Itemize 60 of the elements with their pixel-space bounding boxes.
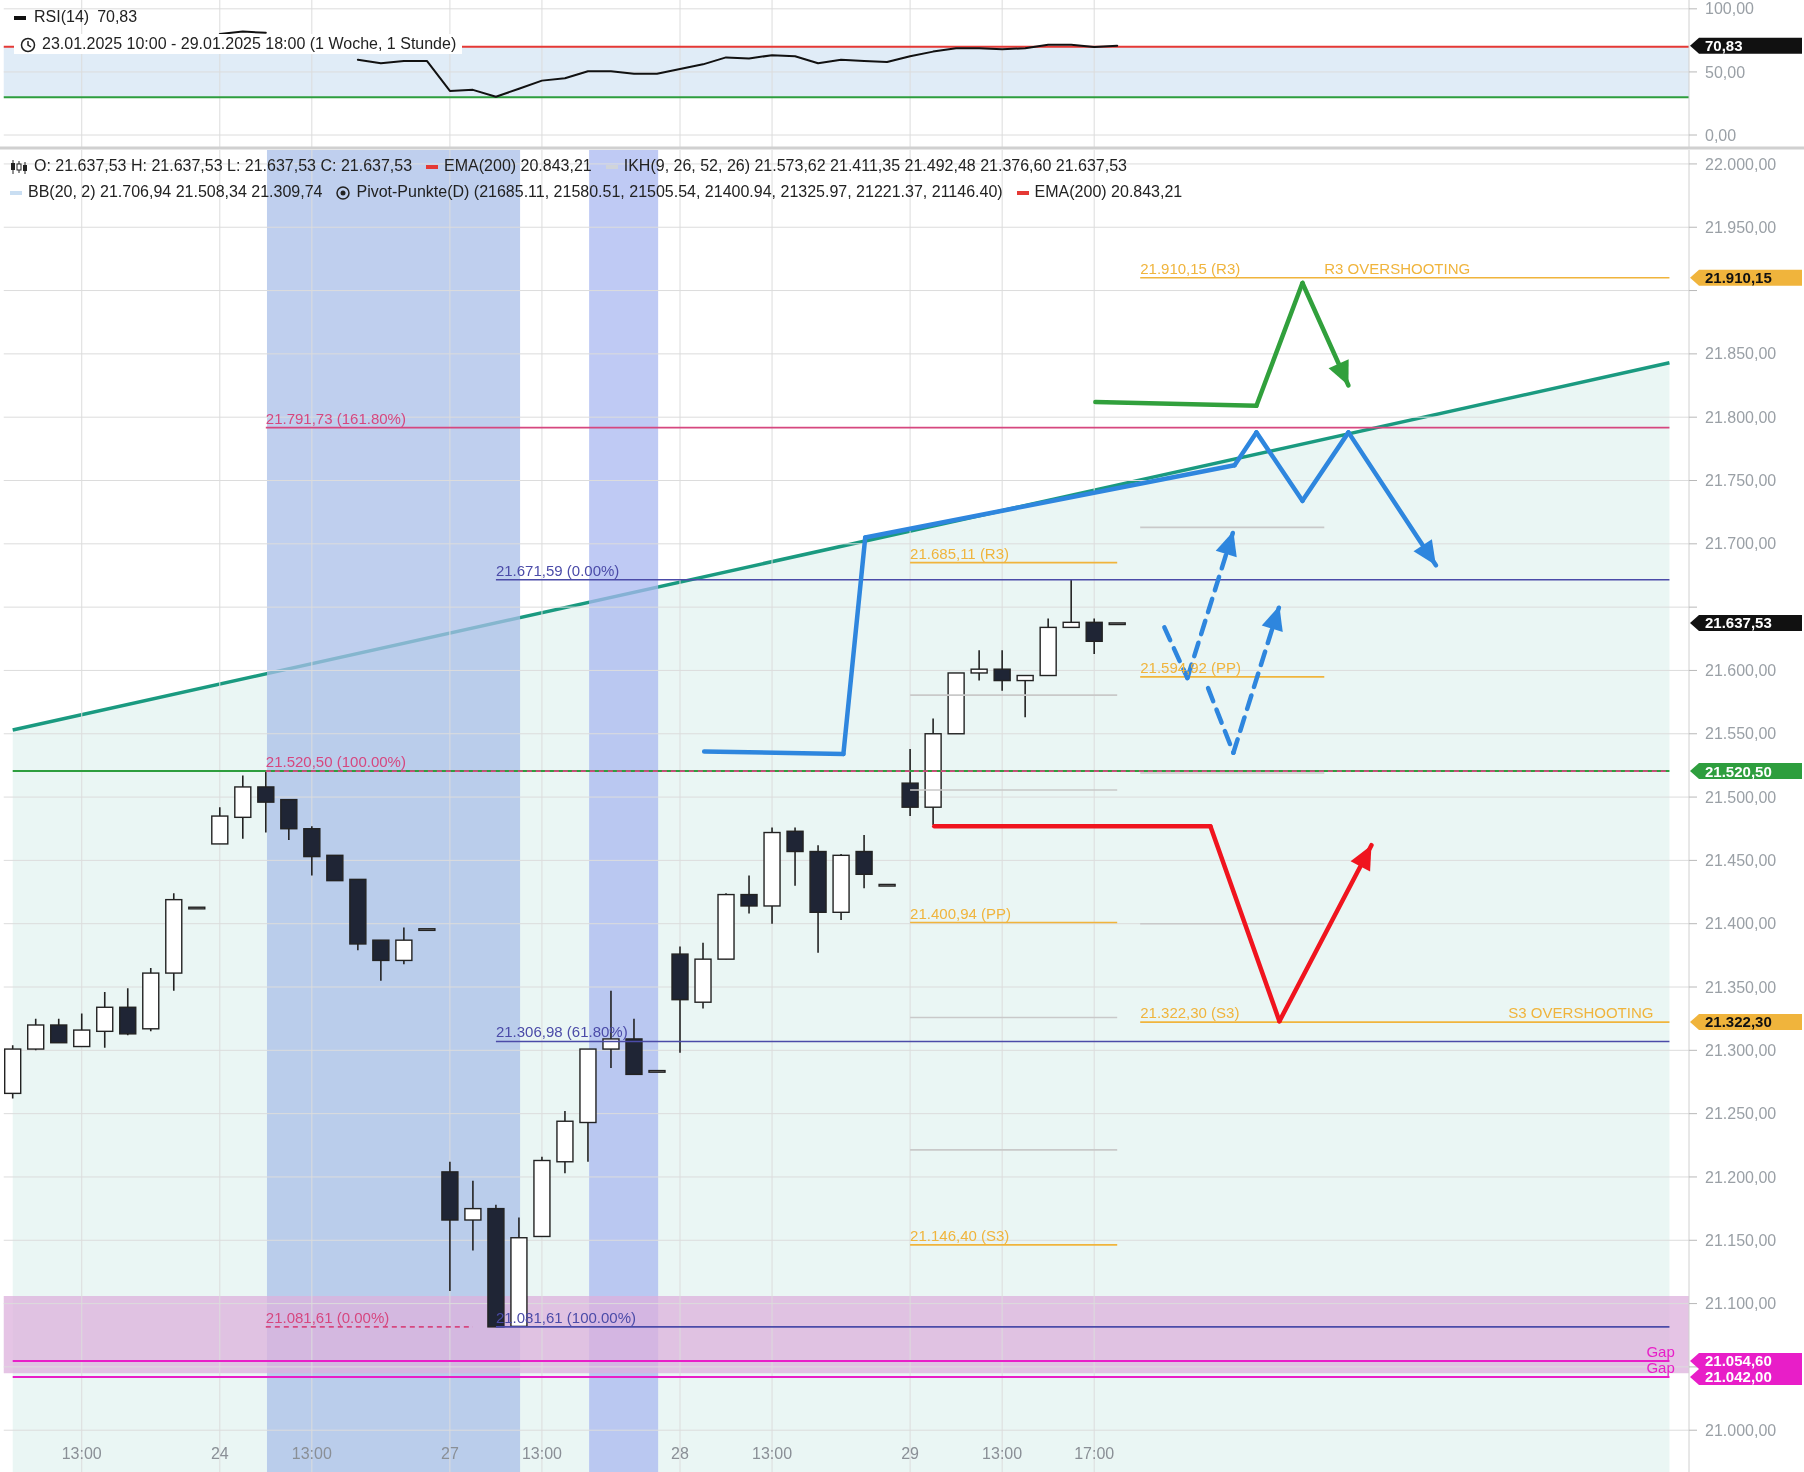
x-tick-label: 28 [671,1445,689,1462]
y-tick-label: 21.800,00 [1705,408,1777,426]
y-tick-label: 100,00 [1705,0,1755,18]
y-tick-label: 0,00 [1705,126,1737,144]
annotation: 23.01.2025 10:00 - 29.01.2025 18:00 (1 Woche, 1 Stunde) [42,35,457,52]
data-label: Gap [1646,1343,1675,1361]
x-tick-label: 13:00 [752,1445,793,1462]
annotation: IKH(9, 26, 52, 26) 21.573,62 21.411,35 21.492,48 21.376,60 21.637,53 [623,157,1127,174]
x-tick-label: 13:00 [61,1445,102,1462]
data-label: 21.400,94 (PP) [910,904,1012,922]
x-tick-label: 27 [441,1445,459,1462]
annotation: BB(20, 2) 21.706,94 21.508,34 21.309,74 [28,183,323,200]
data-label: 21.322,30 (S3) [1140,1004,1240,1022]
y-tick-label: 21.910,15 [1705,269,1772,287]
y-tick-label: 21.520,50 [1705,762,1772,780]
data-label: 21.520,50 (100.00%) [265,753,406,771]
annotation: EMA(200) 20.843,21 [444,157,592,174]
y-tick-label: 21.300,00 [1705,1041,1777,1059]
y-tick-label: 70,83 [1705,37,1743,55]
x-tick-label: 29 [901,1445,920,1462]
annotation: O: 21.637,53 H: 21.637,53 L: 21.637,53 C: 21.637,53 [34,157,413,174]
y-tick-label: 21.850,00 [1705,345,1777,363]
y-tick-label: 21.100,00 [1705,1295,1777,1313]
y-tick-label: 21.250,00 [1705,1105,1777,1123]
data-label: 21.791,73 (161.80%) [265,409,406,427]
x-tick-label: 13:00 [521,1445,563,1462]
y-tick-label: 21.600,00 [1705,662,1777,680]
y-tick-label: 21.500,00 [1705,788,1777,806]
annotation: EMA(200) 20.843,21 [1034,183,1183,200]
data-label: Gap [1646,1359,1675,1377]
data-label: 21.685,11 (R3) [910,544,1010,562]
x-tick-label: 13:00 [291,1445,332,1462]
y-tick-label: 21.750,00 [1705,472,1777,490]
y-tick-label: 21.322,30 [1705,1013,1772,1031]
y-tick-label: 21.450,00 [1705,851,1777,869]
annotation: 70,83 [97,8,138,25]
x-tick-label: 17:00 [1074,1445,1115,1462]
y-tick-label: 21.700,00 [1705,535,1777,553]
x-tick-label: 13:00 [982,1445,1023,1462]
data-label: 21.671,59 (0.00%) [495,561,620,579]
x-tick-label: 24 [210,1445,229,1462]
y-tick-label: 21.000,00 [1705,1421,1777,1439]
y-tick-label: 21.054,60 [1705,1352,1772,1370]
y-tick-label: 21.042,00 [1705,1368,1772,1386]
legend-label: RSI(14) [33,8,90,26]
y-tick-label: 21.637,53 [1705,614,1772,632]
y-tick-label: 22.000,00 [1705,155,1777,173]
annotation: Pivot-Punkte(D) (21685.11, 21580.51, 21505.54, 21400.94, 21325.97, 21221.37, 21146.40) [356,183,1003,200]
y-tick-label: 21.350,00 [1705,978,1777,996]
data-label: 21.910,15 (R3) [1140,259,1241,277]
y-tick-label: 21.550,00 [1705,725,1777,743]
y-tick-label: 21.400,00 [1705,915,1777,933]
data-label: 21.146,40 (S3) [910,1226,1010,1244]
y-tick-label: 50,00 [1705,63,1746,81]
y-tick-label: 21.150,00 [1705,1231,1777,1249]
data-label: R3 OVERSHOOTING [1324,259,1471,277]
y-tick-label: 21.950,00 [1705,218,1777,236]
y-tick-label: 21.200,00 [1705,1168,1777,1186]
data-label: S3 OVERSHOOTING [1508,1004,1654,1022]
data-label: 21.081,61 (0.00%) [265,1308,390,1326]
